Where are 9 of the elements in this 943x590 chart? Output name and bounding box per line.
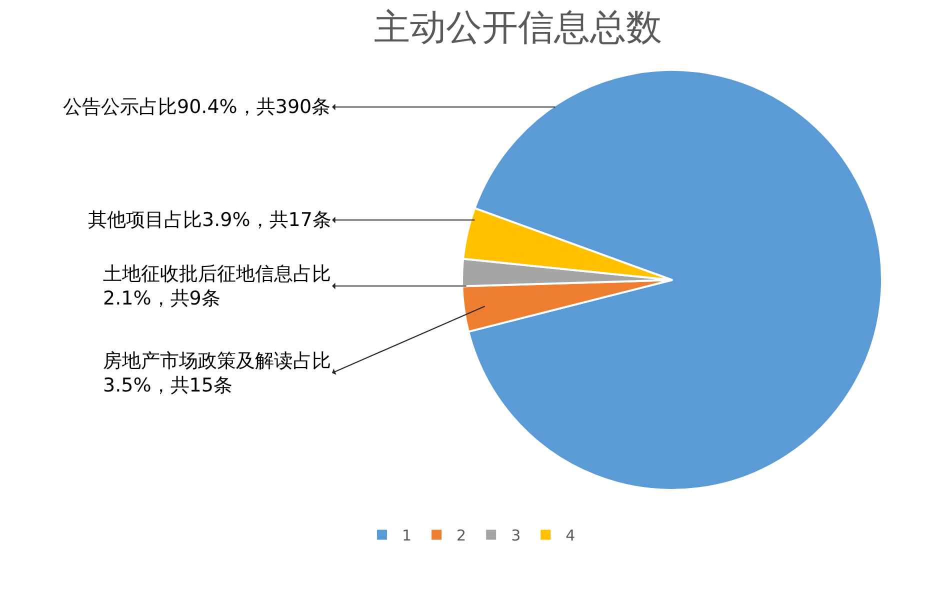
data-label: 公告公示占比90.4%，共390条 [63, 96, 331, 118]
legend-label: 3 [511, 526, 521, 545]
legend-label: 2 [456, 526, 466, 545]
chart-title: 主动公开信息总数 [374, 8, 662, 49]
data-label: 其他项目占比3.9%，共17条 [88, 209, 332, 231]
legend-label: 4 [566, 526, 576, 545]
data-label: 房地产市场政策及解读占比 3.5%，共15条 [103, 350, 331, 397]
legend-label: 1 [402, 526, 412, 545]
data-label: 土地征收批后征地信息占比 2.1%，共9条 [103, 263, 331, 310]
